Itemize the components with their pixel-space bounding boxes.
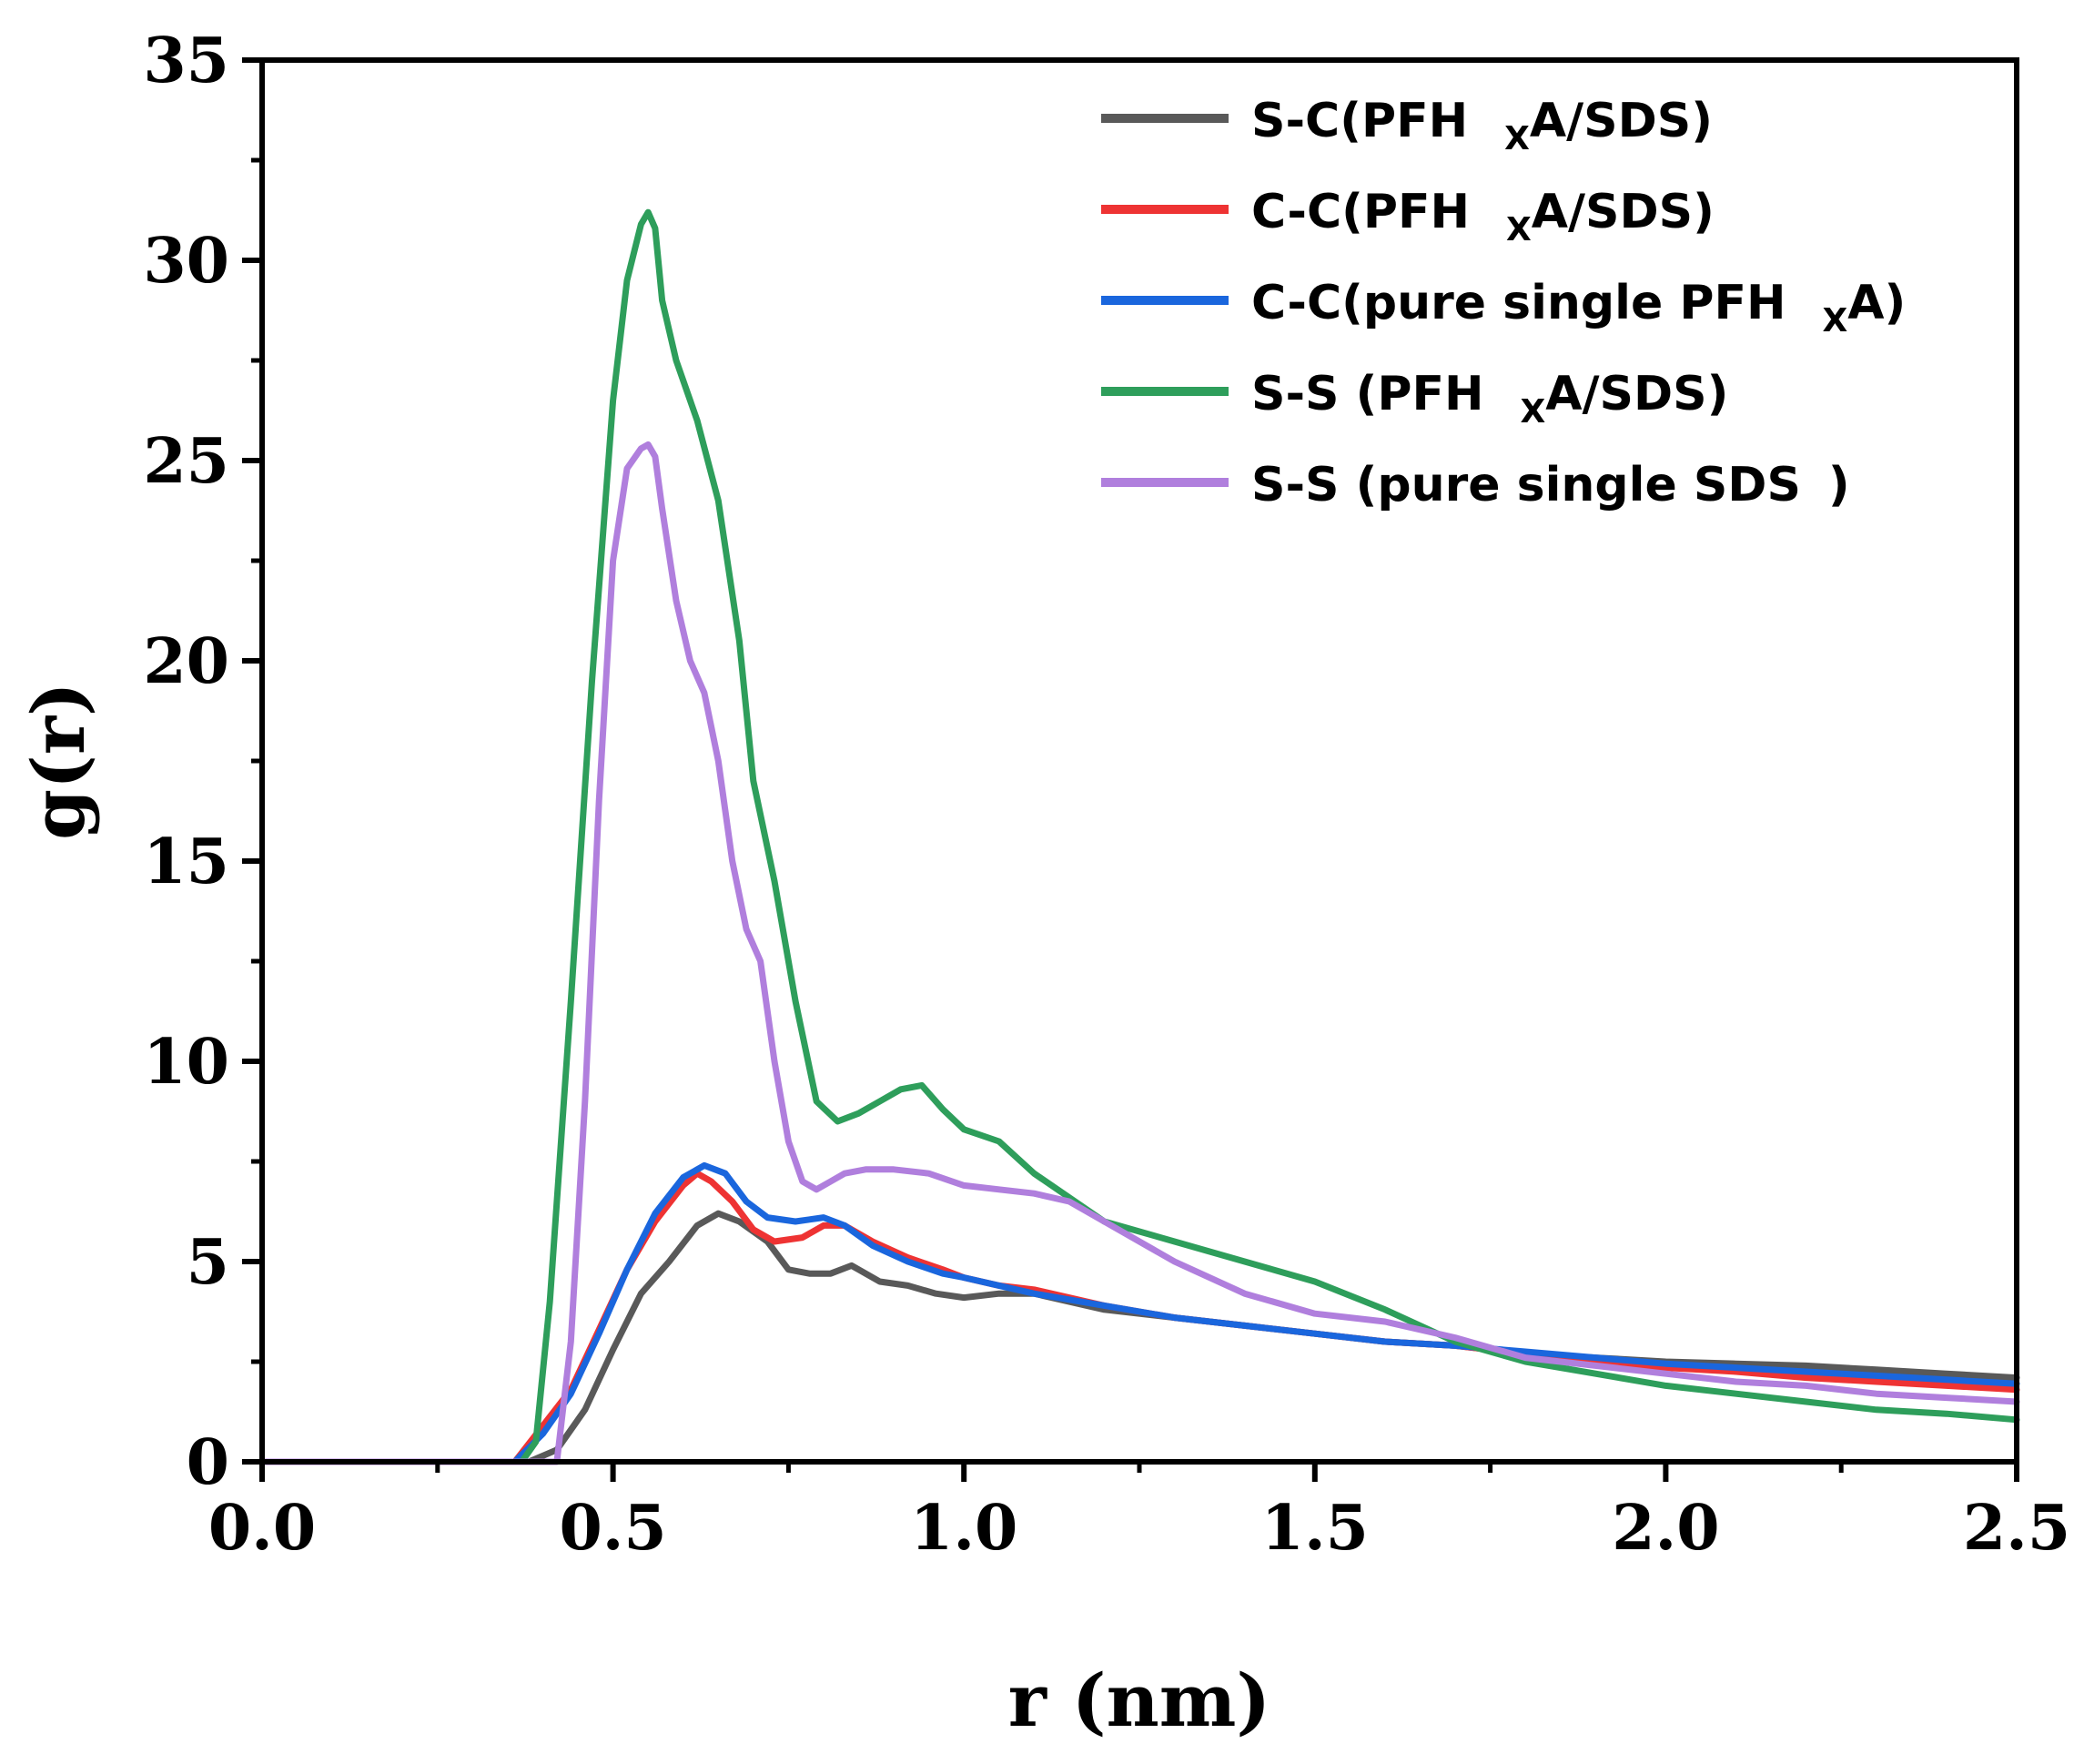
series-line-3: [258, 208, 2020, 1465]
y-tick-label: 0: [187, 1426, 229, 1499]
x-tick-label: 1.0: [910, 1492, 1017, 1565]
legend-label-4: S-S (pure single SDS): [1251, 458, 1850, 512]
x-axis: 0.0 0.5 1.0 1.5 2.0 2.5: [208, 1462, 2070, 1565]
y-tick-label: 15: [143, 826, 229, 898]
legend-label-3: S-S (PFH XA/SDS): [1251, 367, 1728, 431]
y-tick-label: 30: [143, 225, 229, 298]
x-axis-label: r (nm): [1008, 1658, 1271, 1743]
legend-label-1: C-C(PFH XA/SDS): [1251, 185, 1715, 248]
y-tick-label: 25: [143, 425, 229, 498]
series-line-4: [258, 441, 2020, 1465]
legend: S-C(PFH XA/SDS) C-C(PFH XA/SDS) C-C(pure sin…: [1101, 94, 1906, 512]
y-tick-label: 35: [143, 25, 229, 97]
series-line-2: [258, 1161, 2020, 1465]
x-tick-label: 1.5: [1261, 1492, 1369, 1565]
x-tick-label: 0.5: [559, 1492, 666, 1565]
y-tick-label: 5: [187, 1226, 229, 1299]
y-tick-label: 20: [143, 625, 229, 698]
y-axis-label: g(r): [15, 682, 101, 840]
x-tick-label: 2.5: [1963, 1492, 2070, 1565]
plot-lines: [258, 208, 2020, 1465]
x-tick-label: 2.0: [1612, 1492, 1719, 1565]
y-axis: 0 5 10 15 20 25 30 35: [143, 25, 262, 1499]
legend-label-0: S-C(PFH XA/SDS): [1251, 94, 1713, 157]
x-tick-label: 0.0: [208, 1492, 316, 1565]
y-tick-label: 10: [143, 1026, 229, 1099]
legend-label-2: C-C(pure single PFH XA): [1251, 276, 1906, 340]
